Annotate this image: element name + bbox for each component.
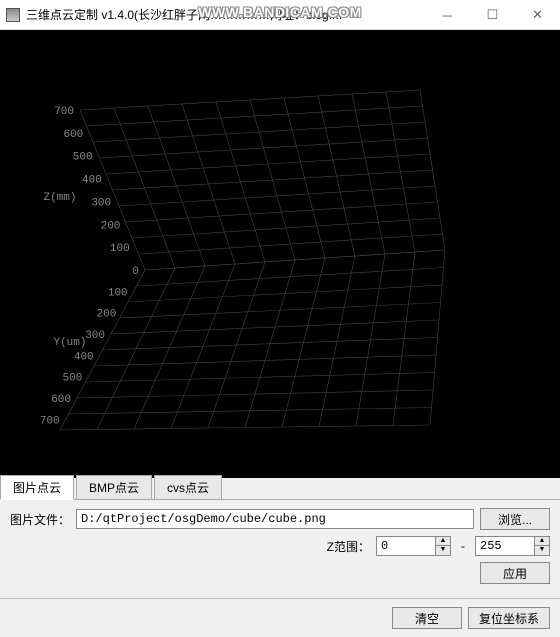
file-label: 图片文件： — [10, 511, 70, 528]
svg-text:700: 700 — [54, 106, 74, 118]
zmax-input[interactable] — [475, 536, 535, 556]
svg-text:100: 100 — [110, 243, 130, 255]
svg-text:0: 0 — [132, 266, 139, 278]
window-controls: ─ ☐ ✕ — [425, 0, 560, 30]
bottom-bar: 清空 复位坐标系 — [0, 598, 560, 637]
file-panel: 图片文件： 浏览... Z范围： ▲▼ - ▲▼ 应用 — [0, 500, 560, 598]
svg-text:200: 200 — [97, 309, 117, 321]
tab-image-pointcloud[interactable]: 图片点云 — [0, 475, 74, 500]
zmin-spinner[interactable]: ▲▼ — [436, 536, 451, 556]
zmax-spinner[interactable]: ▲▼ — [535, 536, 550, 556]
browse-button[interactable]: 浏览... — [480, 508, 550, 530]
tabbar: 图片点云 BMP点云 cvs点云 — [0, 478, 560, 500]
svg-text:600: 600 — [63, 129, 83, 141]
range-separator: - — [461, 539, 465, 553]
svg-text:300: 300 — [85, 330, 105, 342]
zmin-input[interactable] — [376, 536, 436, 556]
maximize-button[interactable]: ☐ — [470, 0, 515, 30]
svg-text:Y(um): Y(um) — [53, 337, 86, 349]
svg-text:200: 200 — [101, 220, 121, 232]
tab-bmp-pointcloud[interactable]: BMP点云 — [76, 475, 152, 499]
app-icon — [6, 8, 20, 22]
close-button[interactable]: ✕ — [515, 0, 560, 30]
apply-button[interactable]: 应用 — [480, 562, 550, 584]
svg-text:400: 400 — [74, 351, 94, 363]
window-title: 三维点云定制 v1.4.0(长沙红胖子网……………网址：blog.... — [26, 6, 342, 23]
svg-text:500: 500 — [63, 373, 83, 385]
svg-text:400: 400 — [82, 175, 102, 187]
svg-text:700: 700 — [40, 415, 60, 427]
titlebar: 三维点云定制 v1.4.0(长沙红胖子网……………网址：blog.... ─ ☐… — [0, 0, 560, 30]
clear-button[interactable]: 清空 — [392, 607, 462, 629]
file-path-input[interactable] — [76, 509, 474, 529]
zrange-label: Z范围： — [327, 538, 370, 555]
svg-text:300: 300 — [91, 197, 111, 209]
tab-cvs-pointcloud[interactable]: cvs点云 — [154, 475, 222, 499]
svg-text:600: 600 — [51, 394, 71, 406]
svg-text:Z(mm): Z(mm) — [43, 192, 76, 204]
3d-viewport[interactable]: 7006005004003002001000Z(mm)1002003004005… — [0, 30, 560, 478]
reset-axes-button[interactable]: 复位坐标系 — [468, 607, 550, 629]
svg-text:100: 100 — [108, 287, 128, 299]
svg-text:500: 500 — [73, 152, 93, 164]
minimize-button[interactable]: ─ — [425, 0, 470, 30]
